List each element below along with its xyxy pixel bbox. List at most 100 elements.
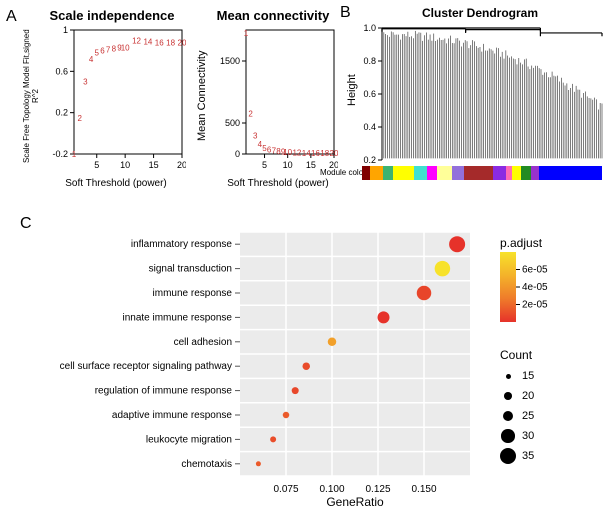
module-color-segment bbox=[362, 166, 370, 180]
count-legend-circle bbox=[504, 392, 512, 400]
svg-text:15: 15 bbox=[149, 160, 159, 170]
svg-text:2e-05: 2e-05 bbox=[522, 300, 548, 311]
svg-text:2: 2 bbox=[248, 110, 253, 119]
svg-text:0.100: 0.100 bbox=[319, 484, 344, 495]
module-color-segment bbox=[383, 166, 393, 180]
count-legend: 15 20 25 30 35 bbox=[500, 366, 534, 466]
svg-text:regulation of immune response: regulation of immune response bbox=[95, 386, 233, 397]
svg-text:18: 18 bbox=[320, 149, 329, 158]
svg-text:10: 10 bbox=[120, 160, 130, 170]
svg-text:16: 16 bbox=[311, 149, 320, 158]
count-legend-label: 20 bbox=[522, 390, 534, 402]
svg-text:500: 500 bbox=[225, 118, 240, 128]
svg-text:0.2: 0.2 bbox=[55, 108, 68, 118]
svg-text:3: 3 bbox=[83, 78, 88, 87]
svg-text:6: 6 bbox=[100, 47, 105, 56]
svg-text:chemotaxis: chemotaxis bbox=[181, 459, 232, 470]
svg-text:signal transduction: signal transduction bbox=[149, 264, 232, 275]
figure-root: A Scale independence Scale Free Topology… bbox=[0, 0, 610, 520]
svg-text:14: 14 bbox=[302, 149, 311, 158]
svg-text:GeneRatio: GeneRatio bbox=[326, 495, 384, 509]
svg-text:0.2: 0.2 bbox=[363, 155, 376, 164]
dendrogram-plot: 0.20.40.60.81.0 bbox=[360, 24, 604, 164]
panel-b-label: B bbox=[340, 4, 351, 22]
mean-connectivity-plot: 050015005101520123456789101214161820 bbox=[218, 26, 338, 176]
svg-text:0.075: 0.075 bbox=[273, 484, 298, 495]
svg-text:immune response: immune response bbox=[153, 288, 233, 299]
padj-legend-title: p.adjust bbox=[500, 236, 542, 250]
module-color-segment bbox=[427, 166, 437, 180]
svg-text:10: 10 bbox=[283, 148, 292, 157]
svg-text:0: 0 bbox=[235, 149, 240, 159]
panel-a-label: A bbox=[6, 8, 17, 26]
svg-text:2: 2 bbox=[77, 114, 82, 123]
svg-text:4: 4 bbox=[89, 55, 94, 64]
svg-text:8: 8 bbox=[112, 45, 117, 54]
svg-text:0.150: 0.150 bbox=[411, 484, 436, 495]
padj-legend: 2e-05 4e-05 6e-05 bbox=[500, 252, 570, 332]
svg-text:5: 5 bbox=[94, 160, 99, 170]
module-color-segment bbox=[452, 166, 465, 180]
module-color-segment bbox=[464, 166, 493, 180]
mean-conn-title: Mean connectivity bbox=[208, 8, 338, 23]
mean-conn-xlabel: Soft Threshold (power) bbox=[218, 178, 338, 189]
svg-text:12: 12 bbox=[132, 36, 141, 45]
svg-text:-0.2: -0.2 bbox=[52, 149, 68, 159]
svg-text:cell adhesion: cell adhesion bbox=[174, 337, 232, 348]
count-legend-title: Count bbox=[500, 348, 532, 362]
svg-text:20: 20 bbox=[330, 149, 338, 158]
count-legend-row: 20 bbox=[500, 386, 534, 406]
module-color-segment bbox=[393, 166, 414, 180]
svg-text:14: 14 bbox=[143, 37, 152, 46]
svg-text:adaptive immune response: adaptive immune response bbox=[112, 410, 233, 421]
dendrogram-title: Cluster Dendrogram bbox=[360, 6, 600, 20]
svg-text:18: 18 bbox=[166, 38, 175, 47]
module-color-segment bbox=[521, 166, 531, 180]
svg-text:20: 20 bbox=[177, 160, 186, 170]
count-legend-row: 35 bbox=[500, 446, 534, 466]
svg-text:6e-05: 6e-05 bbox=[522, 265, 548, 276]
svg-text:15: 15 bbox=[306, 160, 316, 170]
module-color-segment bbox=[437, 166, 452, 180]
scale-ind-ylabel: Scale Free Topology Model Fit,signed R^2 bbox=[22, 26, 40, 166]
svg-text:5: 5 bbox=[95, 49, 100, 58]
module-color-segment bbox=[414, 166, 427, 180]
module-color-segment bbox=[531, 166, 539, 180]
svg-text:1: 1 bbox=[72, 150, 77, 159]
svg-text:5: 5 bbox=[262, 160, 267, 170]
count-legend-label: 15 bbox=[522, 370, 534, 382]
module-color-bar bbox=[362, 166, 602, 180]
svg-text:7: 7 bbox=[106, 46, 111, 55]
svg-text:inflammatory response: inflammatory response bbox=[131, 239, 233, 250]
count-legend-circle bbox=[501, 429, 514, 442]
count-legend-circle bbox=[506, 374, 511, 379]
panel-c-label: C bbox=[20, 215, 32, 233]
svg-text:4e-05: 4e-05 bbox=[522, 282, 548, 293]
svg-text:1: 1 bbox=[244, 29, 249, 38]
svg-text:1: 1 bbox=[63, 26, 68, 35]
svg-text:leukocyte migration: leukocyte migration bbox=[146, 434, 232, 445]
svg-text:10: 10 bbox=[283, 160, 293, 170]
mean-conn-ylabel: Mean Connectivity bbox=[196, 26, 208, 166]
count-legend-row: 30 bbox=[500, 426, 534, 446]
svg-text:0.125: 0.125 bbox=[365, 484, 390, 495]
svg-text:1500: 1500 bbox=[220, 56, 240, 66]
count-legend-circle bbox=[503, 411, 514, 422]
svg-text:10: 10 bbox=[121, 44, 130, 53]
svg-text:16: 16 bbox=[155, 38, 164, 47]
svg-text:0.6: 0.6 bbox=[55, 66, 68, 76]
count-legend-label: 25 bbox=[522, 410, 534, 422]
count-legend-row: 25 bbox=[500, 406, 534, 426]
count-legend-row: 15 bbox=[500, 366, 534, 386]
svg-text:0.8: 0.8 bbox=[363, 56, 376, 66]
svg-text:0.6: 0.6 bbox=[363, 89, 376, 99]
module-color-segment bbox=[512, 166, 520, 180]
svg-text:3: 3 bbox=[253, 131, 258, 140]
module-color-segment bbox=[539, 166, 602, 180]
svg-text:cell surface receptor signalin: cell surface receptor signaling pathway bbox=[60, 361, 232, 372]
count-legend-circle bbox=[500, 448, 516, 464]
module-color-segment bbox=[370, 166, 383, 180]
svg-text:innate immune response: innate immune response bbox=[122, 312, 232, 323]
count-legend-label: 35 bbox=[522, 450, 534, 462]
scale-ind-title: Scale independence bbox=[42, 8, 182, 23]
